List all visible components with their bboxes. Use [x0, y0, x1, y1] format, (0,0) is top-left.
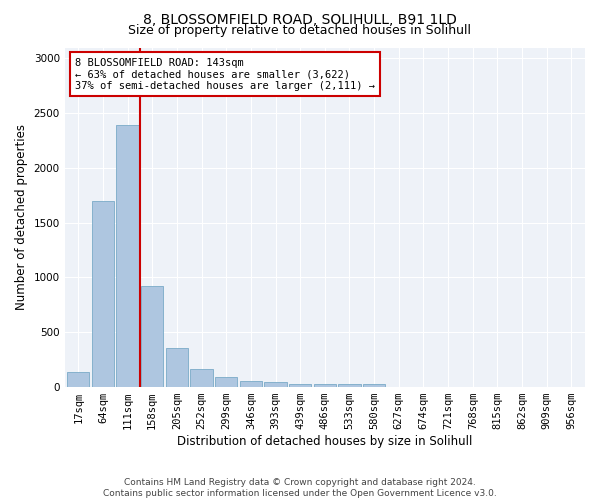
- Bar: [265, 382, 287, 386]
- Text: Contains HM Land Registry data © Crown copyright and database right 2024.
Contai: Contains HM Land Registry data © Crown c…: [103, 478, 497, 498]
- Text: 8 BLOSSOMFIELD ROAD: 143sqm
← 63% of detached houses are smaller (3,622)
37% of : 8 BLOSSOMFIELD ROAD: 143sqm ← 63% of det…: [75, 58, 375, 91]
- Bar: [363, 384, 385, 386]
- Text: Size of property relative to detached houses in Solihull: Size of property relative to detached ho…: [128, 24, 472, 37]
- Bar: [166, 348, 188, 387]
- Y-axis label: Number of detached properties: Number of detached properties: [15, 124, 28, 310]
- Bar: [289, 384, 311, 386]
- Bar: [92, 200, 114, 386]
- Bar: [141, 286, 163, 386]
- X-axis label: Distribution of detached houses by size in Solihull: Distribution of detached houses by size …: [177, 434, 473, 448]
- Bar: [67, 372, 89, 386]
- Bar: [314, 384, 336, 386]
- Bar: [215, 376, 237, 386]
- Bar: [116, 125, 139, 386]
- Bar: [190, 369, 212, 386]
- Bar: [338, 384, 361, 386]
- Bar: [240, 380, 262, 386]
- Text: 8, BLOSSOMFIELD ROAD, SOLIHULL, B91 1LD: 8, BLOSSOMFIELD ROAD, SOLIHULL, B91 1LD: [143, 12, 457, 26]
